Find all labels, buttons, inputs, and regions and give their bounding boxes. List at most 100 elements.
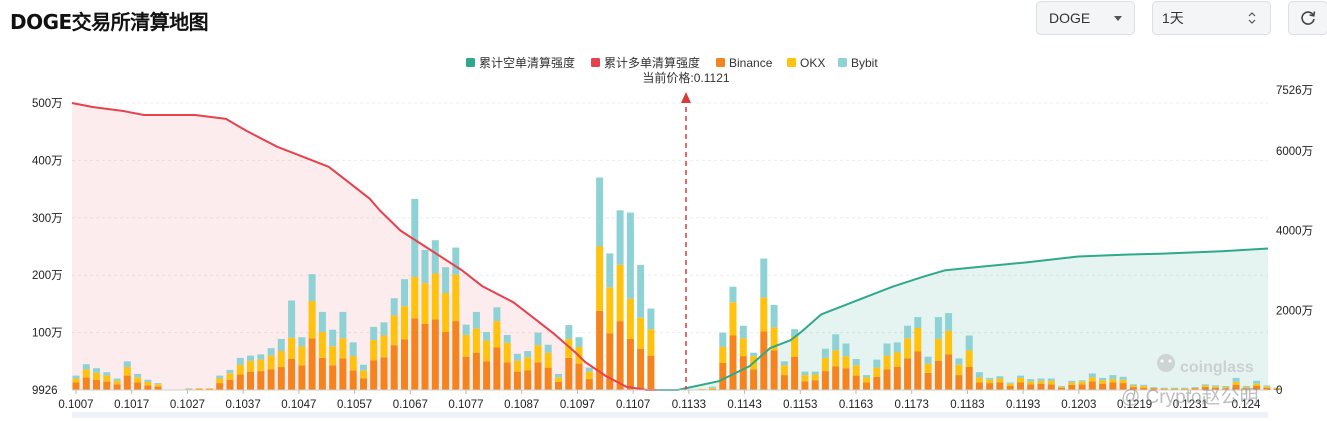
legend-label: OKX (800, 56, 825, 70)
okx-bar (483, 340, 491, 362)
okx-bar (863, 377, 870, 383)
okx-bar (626, 298, 634, 339)
legend-swatch (466, 58, 475, 67)
bybit-bar (349, 342, 357, 357)
bybit-bar (1109, 375, 1117, 380)
okx-bar (401, 306, 408, 340)
binance-bar (247, 371, 254, 390)
bybit-bar (1232, 377, 1240, 382)
binance-bar (1222, 388, 1230, 390)
bybit-bar (1253, 380, 1261, 384)
cumulative-lines: 当前价格:0.1121 (71, 70, 1269, 391)
okx-bar (914, 328, 922, 352)
okx-bar (729, 302, 737, 336)
x-axis-scroll-track (72, 412, 1268, 418)
okx-bar (986, 379, 994, 384)
refresh-button[interactable] (1288, 1, 1327, 35)
binance-bar (893, 367, 901, 390)
okx-bar (216, 378, 224, 384)
bybit-bar (236, 357, 244, 365)
binance-bar (1140, 387, 1148, 390)
symbol-select[interactable]: DOGE (1036, 1, 1135, 35)
binance-bar (811, 380, 819, 390)
okx-bar (82, 369, 90, 378)
bybit-bar (709, 386, 716, 388)
binance-bar (103, 381, 111, 390)
bybit-bar (1068, 380, 1076, 383)
x-tick-label: 0.1057 (337, 399, 372, 411)
bybit-bar (472, 311, 480, 329)
okx-bar (144, 382, 152, 386)
x-tick-label: 0.1173 (895, 399, 929, 411)
binance-bar (1058, 387, 1065, 390)
x-tick-label: 0.1087 (504, 399, 539, 411)
okx-bar (544, 352, 552, 368)
current-price-label: 当前价格:0.1121 (642, 70, 729, 85)
binance-bar (113, 384, 121, 390)
binance-bar (955, 375, 963, 390)
bybit-bar (123, 361, 131, 367)
bybit-bar (452, 247, 460, 275)
okx-bar (380, 335, 388, 358)
legend-swatch (716, 58, 725, 67)
binance-bar (780, 375, 788, 390)
binance-bar (1263, 387, 1271, 390)
binance-bar (452, 321, 460, 390)
okx-bar (247, 360, 254, 372)
okx-bar (339, 338, 347, 359)
bybit-bar (154, 383, 162, 385)
legend-label: 累计多单清算强度 (604, 55, 700, 70)
okx-bar (267, 355, 275, 370)
bybit-bar (832, 334, 840, 351)
binance-bar (1191, 388, 1199, 390)
bybit-bar (544, 344, 552, 353)
binance-bar (82, 377, 90, 390)
binance-bar (575, 363, 583, 390)
binance-bar (318, 357, 326, 390)
okx-bar (1222, 387, 1230, 389)
binance-bar (277, 367, 285, 390)
binance-bar (1047, 384, 1055, 390)
okx-bar (606, 287, 614, 334)
binance-bar (1129, 387, 1137, 390)
bybit-bar (503, 334, 511, 343)
okx-bar (93, 372, 100, 380)
okx-bar (421, 283, 429, 324)
binance-bar (360, 378, 367, 390)
time-range-select[interactable]: 1天 (1152, 1, 1271, 35)
binance-bar (770, 350, 778, 390)
binance-bar (852, 375, 860, 390)
long-cumulative-line (71, 102, 658, 391)
binance-bar (216, 383, 224, 390)
bybit-bar (113, 378, 121, 381)
binance-bar (308, 338, 316, 390)
bybit-bar (318, 311, 326, 332)
okx-bar (431, 273, 439, 320)
bybit-bar (750, 352, 758, 357)
binance-bar (606, 333, 614, 390)
binance-bar (832, 366, 840, 390)
bybit-bar (924, 356, 932, 364)
okx-bar (288, 337, 296, 359)
okx-bar (185, 388, 193, 390)
x-tick-label: 0.1017 (114, 399, 149, 411)
bybit-bar (626, 212, 634, 299)
binance-bar (72, 382, 80, 390)
bybit-bar (719, 332, 727, 347)
binance-bar (1253, 386, 1261, 390)
bybit-bar (555, 373, 562, 378)
binance-bar (236, 374, 244, 390)
okx-bar (739, 338, 747, 357)
bybit-bar (1088, 373, 1096, 378)
bybit-bar (1140, 384, 1148, 386)
okx-bar (934, 338, 942, 361)
okx-bar (154, 384, 162, 387)
bybit-bar (144, 379, 152, 382)
bybit-bar (298, 337, 306, 347)
bybit-bar (975, 372, 983, 378)
binance-bar (1109, 382, 1117, 390)
okx-bar (308, 301, 316, 339)
okx-bar (904, 338, 912, 359)
bybit-bar (1242, 386, 1250, 388)
